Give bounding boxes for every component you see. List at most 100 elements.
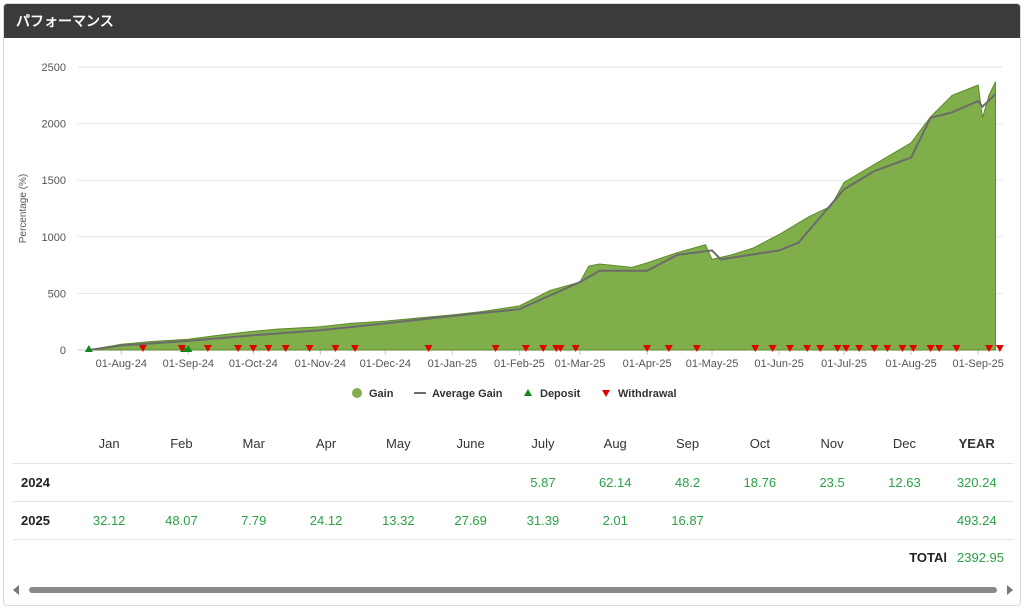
withdrawal-marker	[539, 345, 548, 352]
withdrawal-marker	[898, 345, 907, 352]
legend-withdrawal-marker	[602, 390, 610, 397]
x-tick-label: 01-Apr-25	[623, 358, 672, 370]
y-tick-label: 1500	[42, 175, 66, 187]
withdrawal-marker	[138, 345, 147, 352]
x-tick-label: 01-Jan-25	[428, 358, 478, 370]
month-header: Nov	[820, 436, 844, 451]
withdrawal-marker	[331, 345, 340, 352]
monthly-gain-cell: 48.2	[674, 475, 701, 490]
withdrawal-marker	[350, 345, 359, 352]
withdrawal-marker	[521, 345, 530, 352]
scroll-left-arrow-icon[interactable]	[13, 585, 19, 595]
monthly-gain-cell: 31.39	[526, 513, 560, 528]
withdrawal-marker	[816, 345, 825, 352]
withdrawal-marker	[491, 345, 500, 352]
performance-panel: パフォーマンス 0 500 1000 1500 2000 2500 Percentage (…	[3, 3, 1021, 606]
monthly-gain-cell: 32.12	[92, 513, 126, 528]
scrollbar-thumb[interactable]	[29, 587, 997, 593]
withdrawal-marker	[909, 345, 918, 352]
performance-chart: 0 500 1000 1500 2000 2500 Percentage (%) 01-Aug…	[18, 62, 1004, 400]
y-tick-label: 1000	[42, 232, 66, 244]
withdrawal-marker	[692, 345, 701, 352]
monthly-gain-cell: 13.32	[382, 513, 415, 528]
month-header: Mar	[242, 436, 265, 451]
month-header: Oct	[749, 436, 770, 451]
withdrawal-marker	[803, 345, 812, 352]
year-total-cell: 320.24	[956, 475, 997, 490]
monthly-gain-cell: 16.87	[671, 513, 704, 528]
withdrawal-marker	[571, 345, 580, 352]
scroll-right-arrow-icon[interactable]	[1007, 585, 1013, 595]
table-row: 2025 32.12 48.07 7.79 24.12 13.32 27.69 31.39 2.…	[13, 502, 1013, 540]
legend-label: Average Gain	[432, 388, 503, 400]
x-tick-label: 01-Dec-24	[360, 358, 411, 370]
withdrawal-marker	[264, 345, 273, 352]
withdrawal-marker	[203, 345, 212, 352]
monthly-gain-cell: 5.87	[530, 475, 556, 490]
monthly-gain-cell: 7.79	[241, 513, 267, 528]
x-tick-label: 01-Feb-25	[494, 358, 545, 370]
withdrawal-marker	[234, 345, 243, 352]
y-axis-label: Percentage (%)	[18, 174, 29, 243]
month-header: July	[531, 436, 555, 451]
y-tick-label: 0	[60, 345, 66, 357]
month-header: Dec	[892, 436, 916, 451]
month-header: Jan	[98, 436, 120, 451]
monthly-gain-cell: 27.69	[454, 513, 487, 528]
total-label: TOTAl	[909, 549, 947, 565]
month-header: Feb	[170, 436, 193, 451]
withdrawal-marker	[935, 345, 944, 352]
table-row: 2024 5.87 62.14 48.2 18.76 23.5 12.63 320.24	[13, 464, 1013, 502]
table-header-row: Jan Feb Mar Apr May June July Aug Sep Oct Nov Dec YE…	[13, 424, 1013, 464]
x-tick-label: 01-Nov-24	[295, 358, 346, 370]
x-tick-label: 01-Mar-25	[555, 358, 606, 370]
withdrawal-marker	[785, 345, 794, 352]
withdrawal-marker	[768, 345, 777, 352]
withdrawal-marker	[855, 345, 864, 352]
legend-deposit-marker	[524, 389, 532, 396]
month-header: May	[386, 436, 411, 451]
y-tick-label: 2000	[42, 119, 66, 131]
monthly-gain-cell: 2.01	[602, 513, 628, 528]
x-tick-label: 01-Jun-25	[754, 358, 804, 370]
monthly-gain-table: Jan Feb Mar Apr May June July Aug Sep Oct Nov Dec YE…	[13, 424, 1013, 540]
withdrawal-marker	[643, 345, 652, 352]
month-header: Apr	[315, 436, 337, 451]
withdrawal-marker	[664, 345, 673, 352]
deposit-marker	[84, 345, 93, 352]
monthly-gain-cell: 62.14	[598, 475, 632, 490]
withdrawal-marker	[833, 345, 842, 352]
withdrawal-marker	[926, 345, 935, 352]
monthly-gain-cell: 12.63	[888, 475, 921, 490]
withdrawal-marker	[249, 345, 258, 352]
legend-label: Withdrawal	[618, 388, 677, 400]
withdrawal-marker	[305, 345, 314, 352]
x-tick-label: 01-Oct-24	[229, 358, 278, 370]
withdrawal-marker	[985, 345, 994, 352]
horizontal-scrollbar[interactable]	[13, 583, 1013, 597]
deposit-marker	[184, 345, 193, 352]
withdrawal-marker	[177, 345, 186, 352]
withdrawal-marker	[842, 345, 851, 352]
month-header: Sep	[675, 436, 700, 451]
month-header: Aug	[603, 436, 627, 451]
panel-title: パフォーマンス	[4, 4, 1020, 38]
x-tick-label: 01-Sep-25	[953, 358, 1004, 370]
withdrawal-marker	[995, 345, 1004, 352]
gain-area	[88, 81, 996, 351]
year-total-header: YEAR	[958, 436, 995, 451]
x-tick-label: 01-Sep-24	[163, 358, 214, 370]
withdrawal-marker	[952, 345, 961, 352]
legend-label: Gain	[369, 388, 394, 400]
legend-gain-marker	[352, 388, 362, 398]
withdrawal-marker	[281, 345, 290, 352]
total-row: TOTAl 2392.95	[13, 539, 1013, 575]
year-total-cell: 493.24	[956, 513, 997, 528]
y-tick-label: 2500	[42, 62, 66, 74]
y-tick-label: 500	[48, 288, 66, 300]
withdrawal-marker	[883, 345, 892, 352]
legend-label: Deposit	[540, 388, 581, 400]
monthly-gain-cell: 24.12	[309, 513, 343, 528]
x-tick-label: 01-Aug-25	[885, 358, 936, 370]
monthly-gain-cell: 18.76	[743, 475, 777, 490]
